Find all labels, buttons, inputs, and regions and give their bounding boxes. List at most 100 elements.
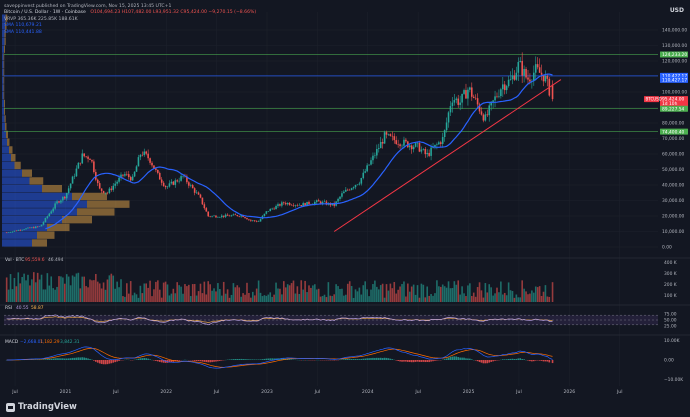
macd-histogram-bar	[166, 360, 169, 363]
pane-label: 1,182.29	[40, 339, 60, 345]
macd-histogram-bar	[157, 360, 159, 362]
candle-body	[180, 176, 182, 181]
volume-bar	[25, 280, 27, 302]
candle-body	[32, 227, 35, 229]
macd-signal-line	[6, 347, 553, 368]
macd-histogram-bar	[416, 360, 419, 362]
pane-label: MACD	[5, 339, 19, 345]
price-badge-label: 1d 10h	[662, 101, 678, 107]
candle-body	[143, 151, 146, 156]
macd-histogram-bar	[424, 360, 427, 363]
candle-body	[534, 64, 537, 73]
candle-body	[224, 214, 227, 217]
candle-body	[255, 221, 258, 222]
macd-histogram-bar	[118, 360, 120, 361]
candle-body	[482, 114, 485, 121]
macd-histogram-bar	[443, 359, 446, 360]
volume-profile-bar	[4, 99, 5, 108]
volume-bar	[98, 283, 101, 302]
candle-body	[50, 211, 53, 214]
candle-body	[467, 89, 469, 99]
volume-bar	[412, 284, 415, 302]
candle-body	[15, 230, 18, 232]
candle-body	[546, 75, 549, 79]
macd-histogram-bar	[199, 360, 202, 362]
candle-body	[519, 60, 522, 62]
volume-profile-bar	[4, 107, 5, 115]
macd-histogram-bar	[46, 359, 49, 360]
sma-indicator-1[interactable]: SMA 110,679.21	[4, 23, 42, 29]
rsi-axis-tick: 50.00	[664, 318, 677, 324]
candle-body	[451, 102, 454, 107]
candle-body	[302, 203, 304, 206]
volume-bar	[387, 290, 390, 302]
macd-histogram-bar	[81, 357, 84, 360]
volume-bar	[531, 290, 533, 302]
macd-histogram-bar	[265, 358, 268, 360]
symbol-row[interactable]: Bitcoin / U.S. Dollar · 1W · Coinbase O1…	[4, 10, 259, 16]
volume-profile-bar	[2, 37, 5, 46]
volume-bar	[195, 295, 198, 302]
macd-histogram-bar	[95, 360, 97, 362]
volume-bar	[472, 292, 475, 302]
volume-bar	[290, 283, 293, 302]
candle-body	[31, 227, 33, 228]
volume-bar	[42, 289, 45, 302]
candle-body	[292, 205, 295, 206]
macd-histogram-bar	[465, 358, 467, 360]
volume-bar	[523, 288, 525, 302]
volume-bar	[118, 287, 120, 302]
candle-body	[83, 153, 85, 157]
candle-body	[193, 188, 196, 193]
candle-body	[476, 98, 479, 105]
volume-bar	[62, 277, 64, 302]
volume-bar	[236, 285, 239, 302]
volume-bar	[267, 294, 270, 302]
volume-bar	[395, 293, 398, 302]
candle-body	[350, 188, 353, 190]
macd-histogram-bar	[209, 360, 211, 363]
volume-profile-bar	[77, 208, 115, 216]
vrvp-indicator[interactable]: VRVP 365.36K 225.85K 188.61K	[4, 16, 78, 22]
volume-bar	[379, 285, 382, 302]
sma-indicator-2[interactable]: SMA 110,441.88	[4, 29, 42, 35]
volume-bar	[480, 290, 483, 302]
macd-histogram-bar	[372, 357, 374, 360]
volume-bar	[151, 296, 153, 302]
volume-profile-bar	[5, 22, 7, 30]
price-axis[interactable]: 140,000.00130,000.00120,000.00110,000.00…	[662, 28, 687, 251]
symbol-title[interactable]: Bitcoin / U.S. Dollar · 1W · Coinbase	[4, 10, 86, 16]
candle-body	[505, 86, 508, 91]
volume-bar	[325, 297, 328, 302]
candle-body	[430, 147, 432, 156]
volume-profile-bar	[2, 146, 9, 154]
volume-profile-bar	[4, 30, 6, 38]
macd-histogram-bar	[385, 357, 388, 360]
candle-body	[219, 217, 221, 218]
candle-body	[498, 96, 500, 97]
volume-bar	[166, 284, 169, 302]
rsi-line	[6, 314, 553, 326]
time-axis[interactable]: Jul 2021 Jul 2022 Jul 2023 Jul 2024 Jul 2025 Jul 20…	[11, 389, 622, 395]
candle-body	[352, 187, 355, 189]
candle-body	[377, 148, 380, 150]
volume-bar	[407, 283, 409, 302]
volume-bar	[160, 297, 163, 302]
macd-histogram-bar	[52, 358, 54, 360]
volume-bar	[476, 287, 479, 302]
price-axis-tick: 20,000.00	[662, 214, 685, 220]
volume-bar	[319, 296, 322, 302]
candle-body	[399, 144, 401, 147]
candle-body	[166, 186, 169, 188]
price-axis-tick: 50,000.00	[662, 167, 685, 173]
volume-bar	[306, 292, 308, 302]
macd-histogram-bar	[112, 360, 115, 363]
volume-bar	[220, 295, 223, 302]
candle-body	[230, 215, 233, 217]
trendline[interactable]	[333, 79, 562, 232]
volume-bar	[131, 295, 134, 302]
macd-histogram-bar	[486, 360, 489, 364]
macd-histogram-bar	[290, 359, 293, 360]
volume-bar	[255, 288, 258, 302]
